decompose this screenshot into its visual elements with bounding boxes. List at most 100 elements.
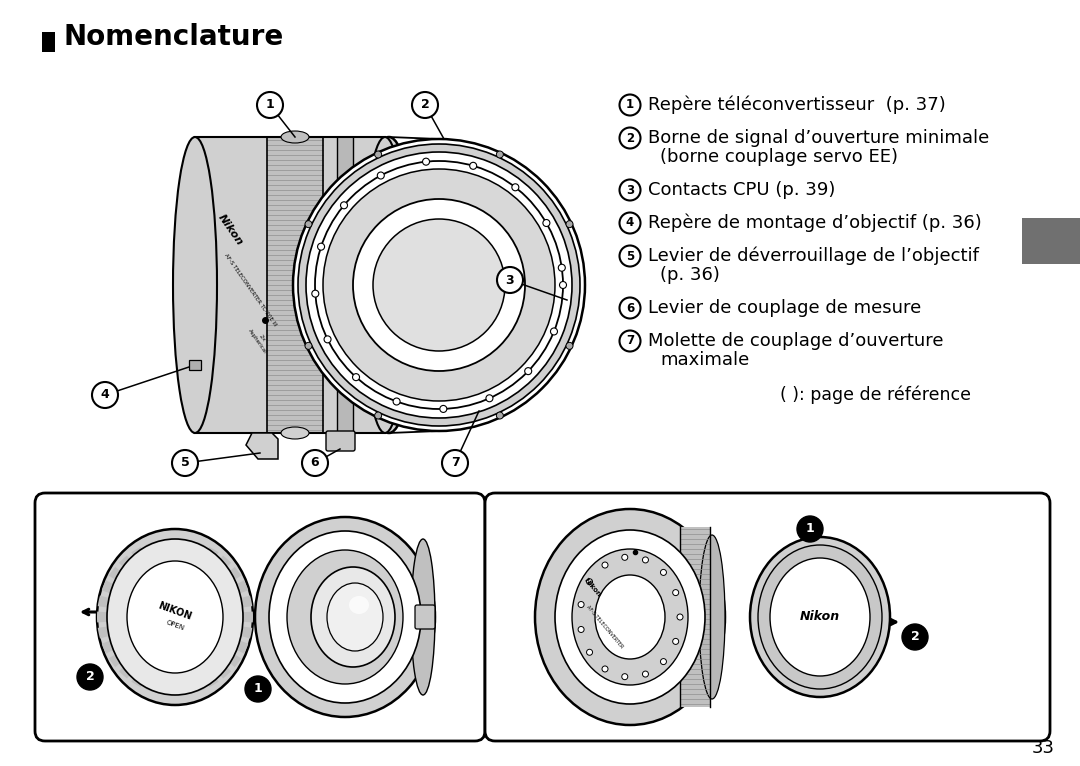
Text: Levier de couplage de mesure: Levier de couplage de mesure [648, 299, 921, 317]
Circle shape [353, 199, 525, 371]
Text: 2: 2 [420, 99, 430, 112]
Circle shape [643, 557, 648, 563]
Ellipse shape [595, 575, 665, 659]
Text: Nikon: Nikon [582, 576, 602, 597]
Text: 1: 1 [806, 522, 814, 535]
Text: Fr: Fr [1039, 231, 1063, 251]
Text: 33: 33 [1031, 739, 1054, 757]
Circle shape [375, 151, 381, 158]
Text: AF-S TELECONVERTER TC-20E III: AF-S TELECONVERTER TC-20E III [222, 253, 278, 327]
Circle shape [375, 412, 381, 419]
Wedge shape [161, 617, 175, 695]
Circle shape [677, 614, 683, 620]
Circle shape [497, 412, 503, 419]
Wedge shape [146, 542, 175, 617]
Circle shape [566, 342, 573, 349]
Circle shape [352, 374, 360, 381]
Circle shape [558, 264, 565, 271]
Text: 2×
Aspherical: 2× Aspherical [247, 325, 272, 355]
Circle shape [566, 221, 573, 228]
Circle shape [377, 172, 384, 179]
Ellipse shape [572, 549, 688, 685]
Circle shape [620, 179, 640, 201]
Wedge shape [175, 611, 253, 623]
Wedge shape [175, 567, 241, 617]
Wedge shape [175, 539, 189, 617]
Text: 2: 2 [910, 630, 919, 643]
Circle shape [525, 368, 531, 375]
Ellipse shape [287, 550, 403, 684]
Ellipse shape [411, 539, 435, 695]
Wedge shape [132, 547, 175, 617]
Text: ( ): page de référence: ( ): page de référence [780, 386, 971, 404]
Wedge shape [175, 617, 241, 667]
Wedge shape [161, 539, 175, 617]
Text: Nomenclature: Nomenclature [63, 23, 283, 51]
Wedge shape [175, 555, 231, 617]
Circle shape [411, 92, 438, 118]
FancyBboxPatch shape [485, 493, 1050, 741]
Circle shape [620, 212, 640, 234]
Ellipse shape [127, 561, 222, 673]
Text: Repère téléconvertisseur  (p. 37): Repère téléconvertisseur (p. 37) [648, 96, 946, 114]
Text: 2: 2 [85, 670, 94, 683]
Ellipse shape [281, 427, 309, 439]
Ellipse shape [281, 131, 309, 143]
Circle shape [602, 666, 608, 672]
Circle shape [323, 169, 555, 401]
Ellipse shape [107, 539, 243, 695]
Circle shape [340, 201, 348, 209]
Circle shape [673, 638, 678, 644]
Circle shape [620, 127, 640, 149]
Circle shape [486, 394, 492, 402]
Wedge shape [102, 617, 175, 653]
Circle shape [797, 516, 823, 542]
FancyBboxPatch shape [680, 527, 710, 707]
Text: 5: 5 [626, 250, 634, 263]
Circle shape [393, 398, 400, 405]
Circle shape [172, 450, 198, 476]
FancyBboxPatch shape [326, 431, 355, 451]
Circle shape [77, 664, 103, 690]
Circle shape [622, 555, 627, 560]
Wedge shape [175, 617, 248, 653]
Circle shape [602, 562, 608, 568]
Text: 7: 7 [626, 335, 634, 348]
Circle shape [302, 450, 328, 476]
Text: 3: 3 [626, 184, 634, 197]
Circle shape [661, 659, 666, 665]
Circle shape [622, 673, 627, 679]
Wedge shape [98, 617, 175, 639]
Text: 5: 5 [180, 457, 189, 470]
Wedge shape [175, 617, 189, 695]
Text: Molette de couplage d’ouverture: Molette de couplage d’ouverture [648, 332, 944, 350]
Wedge shape [119, 555, 175, 617]
Circle shape [512, 184, 518, 191]
Wedge shape [119, 617, 175, 679]
Ellipse shape [311, 567, 395, 667]
Circle shape [497, 267, 523, 293]
Circle shape [551, 328, 557, 335]
Text: 4: 4 [100, 388, 109, 401]
Wedge shape [175, 617, 204, 692]
Ellipse shape [173, 137, 217, 433]
Text: 2: 2 [626, 132, 634, 145]
Wedge shape [175, 581, 248, 617]
Circle shape [586, 650, 593, 655]
Wedge shape [363, 280, 377, 290]
Circle shape [245, 676, 271, 702]
Bar [42, 32, 55, 52]
Circle shape [305, 221, 312, 228]
Text: (p. 36): (p. 36) [660, 266, 720, 284]
Text: Borne de signal d’ouverture minimale: Borne de signal d’ouverture minimale [648, 129, 989, 147]
Text: Repère de montage d’objectif (p. 36): Repère de montage d’objectif (p. 36) [648, 214, 982, 232]
Circle shape [586, 579, 593, 584]
Circle shape [315, 161, 563, 409]
Wedge shape [132, 617, 175, 687]
Ellipse shape [349, 596, 369, 614]
Text: 6: 6 [311, 457, 320, 470]
Wedge shape [102, 581, 175, 617]
Ellipse shape [327, 583, 383, 651]
Circle shape [559, 281, 567, 289]
Circle shape [440, 405, 447, 412]
